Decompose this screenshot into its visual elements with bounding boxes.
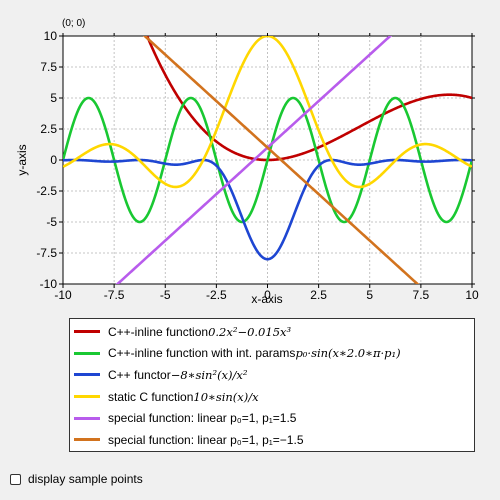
y-tick-label: -7.5 xyxy=(36,246,57,260)
legend-swatch xyxy=(74,438,100,442)
y-axis-label: y-axis xyxy=(15,144,29,175)
x-axis-label: x-axis xyxy=(251,292,282,306)
x-tick-label: 7.5 xyxy=(413,288,430,302)
legend-label: special function: linear p₀=1, p₁=1.5 xyxy=(108,411,297,426)
y-tick-label: -5 xyxy=(46,215,57,229)
legend-item: C++-inline function with int. params p₀·… xyxy=(70,343,474,365)
x-tick-label: -7.5 xyxy=(104,288,125,302)
y-tick-label: 10 xyxy=(44,29,58,43)
x-tick-labels: -10 -7.5 -5 -2.5 0 2.5 5 7.5 10 xyxy=(54,288,479,302)
legend: C++-inline function 0.2x²−0.015x³ C++-in… xyxy=(69,318,475,452)
legend-label: C++-inline function xyxy=(108,324,209,339)
y-tick-labels: 10 7.5 5 2.5 0 -2.5 -5 -7.5 -10 xyxy=(36,29,57,291)
x-tick-label: 10 xyxy=(465,288,479,302)
y-tick-label: 7.5 xyxy=(40,60,57,74)
legend-item: C++ functor −8∗sin²(x)/x² xyxy=(70,364,474,386)
legend-label: static C function xyxy=(108,389,194,404)
legend-label: C++-inline function with int. params xyxy=(108,346,296,361)
legend-item: static C function 10∗sin(x)/x xyxy=(70,386,474,408)
legend-formula: −8∗sin²(x)/x² xyxy=(170,367,248,382)
y-tick-label: -10 xyxy=(40,277,58,291)
display-sample-points-toggle[interactable]: display sample points xyxy=(10,472,143,486)
legend-label: C++ functor xyxy=(108,367,171,382)
series-line xyxy=(63,36,472,189)
display-sample-points-checkbox[interactable] xyxy=(10,473,21,485)
series-line xyxy=(142,36,420,284)
legend-swatch xyxy=(74,395,100,399)
x-tick-label: -2.5 xyxy=(206,288,227,302)
legend-formula: 0.2x²−0.015x³ xyxy=(208,324,292,339)
y-tick-label: -2.5 xyxy=(36,184,57,198)
y-tick-label: 5 xyxy=(50,91,57,105)
x-tick-label: -10 xyxy=(54,288,72,302)
x-tick-label: 0 xyxy=(264,288,271,302)
legend-swatch xyxy=(74,330,100,334)
coordinate-readout: (0; 0) xyxy=(62,18,85,29)
axis-ticks xyxy=(59,33,475,288)
legend-item: special function: linear p₀=1, p₁=1.5 xyxy=(70,407,474,429)
legend-item: special function: linear p₀=1, p₁=−1.5 xyxy=(70,429,474,451)
legend-label: special function: linear p₀=1, p₁=−1.5 xyxy=(108,432,304,447)
plot-area[interactable]: (0; 0) -10 -7.5 -5 -2.5 0 2.5 5 7.5 10 10 7.5 5 2.5… xyxy=(0,0,500,310)
x-tick-label: -5 xyxy=(160,288,171,302)
y-tick-label: 2.5 xyxy=(40,122,57,136)
legend-swatch xyxy=(74,351,100,355)
series-line xyxy=(63,158,472,261)
display-sample-points-label: display sample points xyxy=(28,472,143,486)
legend-swatch xyxy=(74,416,100,420)
series-line xyxy=(63,96,472,224)
x-tick-label: 2.5 xyxy=(310,288,327,302)
legend-formula: p₀·sin(x∗2.0∗π·p₁) xyxy=(295,346,401,361)
y-tick-label: 0 xyxy=(50,153,57,167)
series-lines xyxy=(63,36,472,284)
legend-swatch xyxy=(74,373,100,377)
legend-formula: 10∗sin(x)/x xyxy=(193,389,259,404)
x-tick-label: 5 xyxy=(366,288,373,302)
legend-item: C++-inline function 0.2x²−0.015x³ xyxy=(70,321,474,343)
